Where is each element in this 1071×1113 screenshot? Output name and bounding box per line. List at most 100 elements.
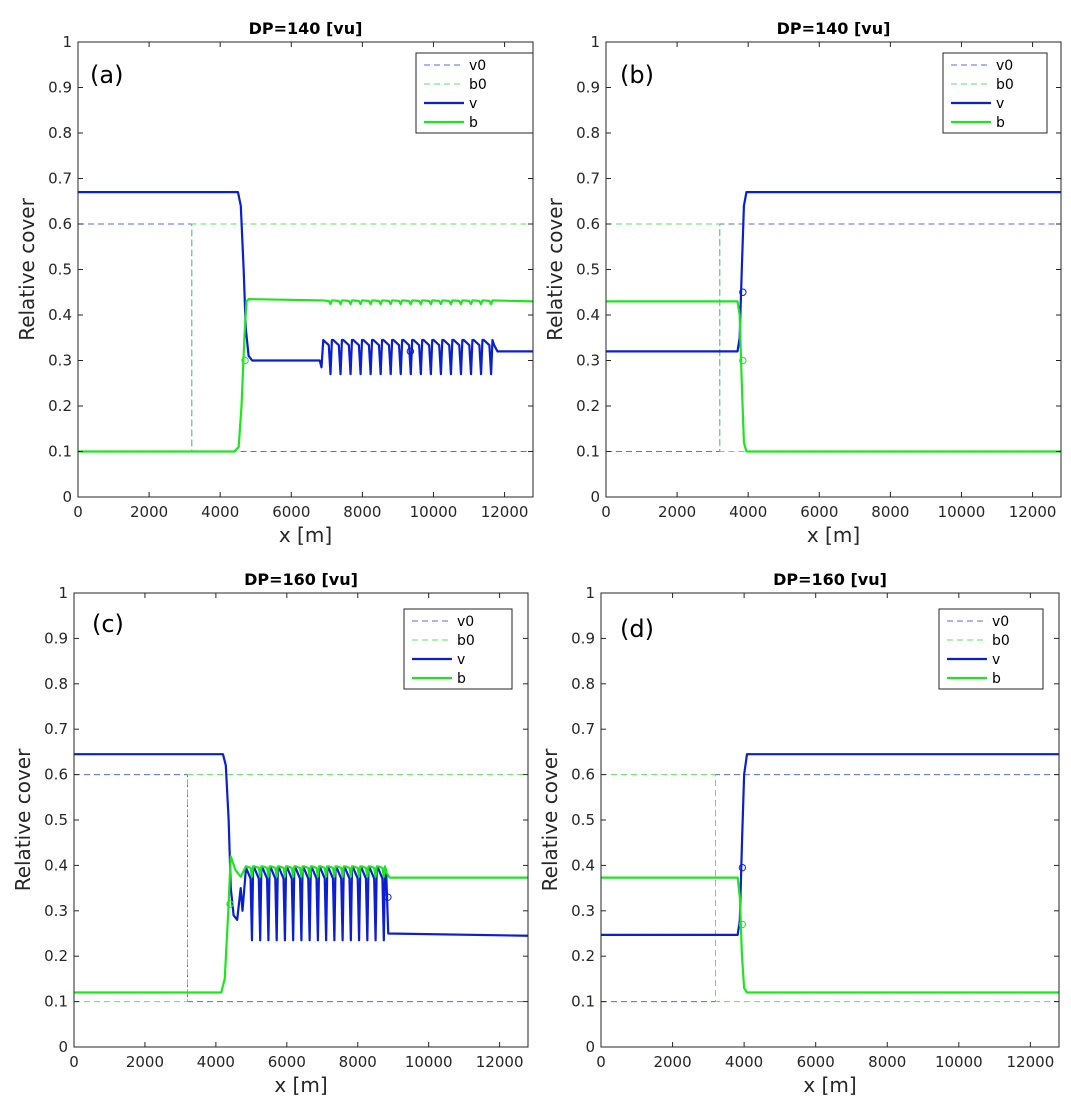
marker-b (739, 356, 747, 365)
x-tick-label: 2000 (653, 1053, 691, 1071)
panel-label: (c) (92, 610, 124, 638)
series-b0-line (74, 774, 528, 1003)
y-tick-label: 0.8 (48, 124, 72, 142)
marker-b (241, 356, 249, 365)
x-axis-label: x [m] (803, 1073, 856, 1097)
legend: v0 b0 vb (415, 52, 534, 134)
x-tick-label: 12000 (481, 503, 529, 521)
x-tick-label: 6000 (268, 1053, 306, 1071)
series-v-line (78, 191, 533, 376)
y-tick-label: 0.1 (571, 993, 595, 1011)
series-v0-line (74, 774, 528, 1003)
y-tick-label: 0 (590, 488, 600, 506)
y-tick-label: 1 (62, 33, 72, 51)
y-tick-label: 0 (62, 488, 72, 506)
series-v0-line (78, 223, 533, 452)
y-tick-label: 0.9 (48, 79, 72, 97)
series-group (74, 753, 528, 1003)
legend-label-b0: b0 (992, 633, 1010, 649)
y-axis-label: Relative cover (538, 748, 562, 891)
chart-title: DP=160 [vu] (773, 570, 887, 589)
legend: v0 b0 vb (938, 608, 1044, 690)
x-tick-label: 4000 (197, 1053, 235, 1071)
y-tick-label: 0.2 (48, 397, 72, 415)
x-tick-label: 0 (596, 1053, 606, 1071)
y-tick-label: 0.3 (44, 902, 68, 920)
series-b0-line (606, 223, 1061, 452)
x-axis-label: x [m] (807, 523, 860, 547)
x-tick-label: 10000 (935, 1053, 983, 1071)
y-tick-label: 0.5 (571, 811, 595, 829)
y-tick-label: 0.9 (44, 629, 68, 647)
y-tick-label: 0.4 (571, 856, 595, 874)
y-tick-label: 0.7 (576, 170, 600, 188)
x-tick-label: 0 (601, 503, 611, 521)
y-axis-label: Relative cover (15, 197, 39, 340)
x-tick-label: 0 (69, 1053, 79, 1071)
legend-label-b0: b0 (469, 77, 487, 93)
panel-c: DP=160 [vu] 0 2000 4000 6000 8000 10000 12000 0 0… (11, 570, 529, 1097)
y-tick-label: 0.7 (44, 720, 68, 738)
series-v-line (606, 191, 1061, 353)
y-tick-label: 0.7 (571, 720, 595, 738)
legend-label-v0: v0 (469, 58, 486, 74)
series-group (78, 191, 533, 453)
legend-label-v0: v0 (996, 58, 1013, 74)
y-tick-label: 0 (58, 1038, 68, 1056)
x-tick-label: 10000 (938, 503, 986, 521)
y-tick-label: 1 (585, 584, 595, 602)
legend-box (938, 608, 1044, 690)
x-tick-label: 2000 (658, 503, 696, 521)
legend-label-b0: b0 (996, 77, 1014, 93)
x-tick-label: 2000 (126, 1053, 164, 1071)
series-b0-line (601, 774, 1059, 1003)
x-tick-label: 12000 (476, 1053, 524, 1071)
y-tick-label: 0.6 (576, 215, 600, 233)
y-tick-label: 0.4 (48, 306, 72, 324)
y-tick-label: 0.2 (44, 947, 68, 965)
series-v0-line (606, 223, 1061, 452)
x-axis-label: x [m] (274, 1073, 327, 1097)
x-tick-label: 6000 (797, 1053, 835, 1071)
legend: v0 b0 vb (942, 52, 1048, 134)
y-tick-label: 0.5 (576, 261, 600, 279)
x-tick-label: 10000 (405, 1053, 453, 1071)
legend-label-v: v (992, 652, 1000, 668)
series-v-line (601, 753, 1059, 936)
x-tick-label: 12000 (1009, 503, 1057, 521)
marker-v (738, 863, 747, 872)
y-tick-label: 0.2 (571, 947, 595, 965)
x-tick-label: 8000 (871, 503, 909, 521)
y-tick-label: 0.4 (44, 856, 68, 874)
series-group (601, 753, 1059, 1003)
x-tick-label: 0 (73, 503, 83, 521)
panel-label: (d) (620, 615, 654, 643)
panel-label: (a) (90, 61, 123, 89)
x-tick-label: 8000 (339, 1053, 377, 1071)
x-tick-label: 12000 (1007, 1053, 1055, 1071)
chart-title: DP=160 [vu] (244, 570, 358, 589)
legend-label-b0: b0 (457, 633, 475, 649)
y-tick-label: 0.1 (48, 443, 72, 461)
x-tick-label: 6000 (800, 503, 838, 521)
legend-label-v0: v0 (457, 614, 474, 630)
legend-label-v0: v0 (992, 614, 1009, 630)
series-b-line (606, 300, 1061, 453)
panel-label: (b) (620, 61, 654, 89)
y-tick-label: 1 (590, 33, 600, 51)
y-tick-label: 0.3 (48, 352, 72, 370)
marker-v (406, 347, 415, 356)
y-tick-label: 0.1 (44, 993, 68, 1011)
y-tick-label: 0.2 (576, 397, 600, 415)
y-tick-label: 0.8 (576, 124, 600, 142)
x-tick-label: 8000 (868, 1053, 906, 1071)
series-b-line (74, 855, 528, 994)
series-v-line (74, 753, 528, 942)
series-b-line (601, 876, 1059, 994)
series-b-line (78, 297, 533, 453)
series-group (606, 191, 1061, 453)
y-axis-label: Relative cover (543, 197, 567, 340)
x-tick-label: 4000 (729, 503, 767, 521)
legend-label-b: b (457, 671, 466, 687)
